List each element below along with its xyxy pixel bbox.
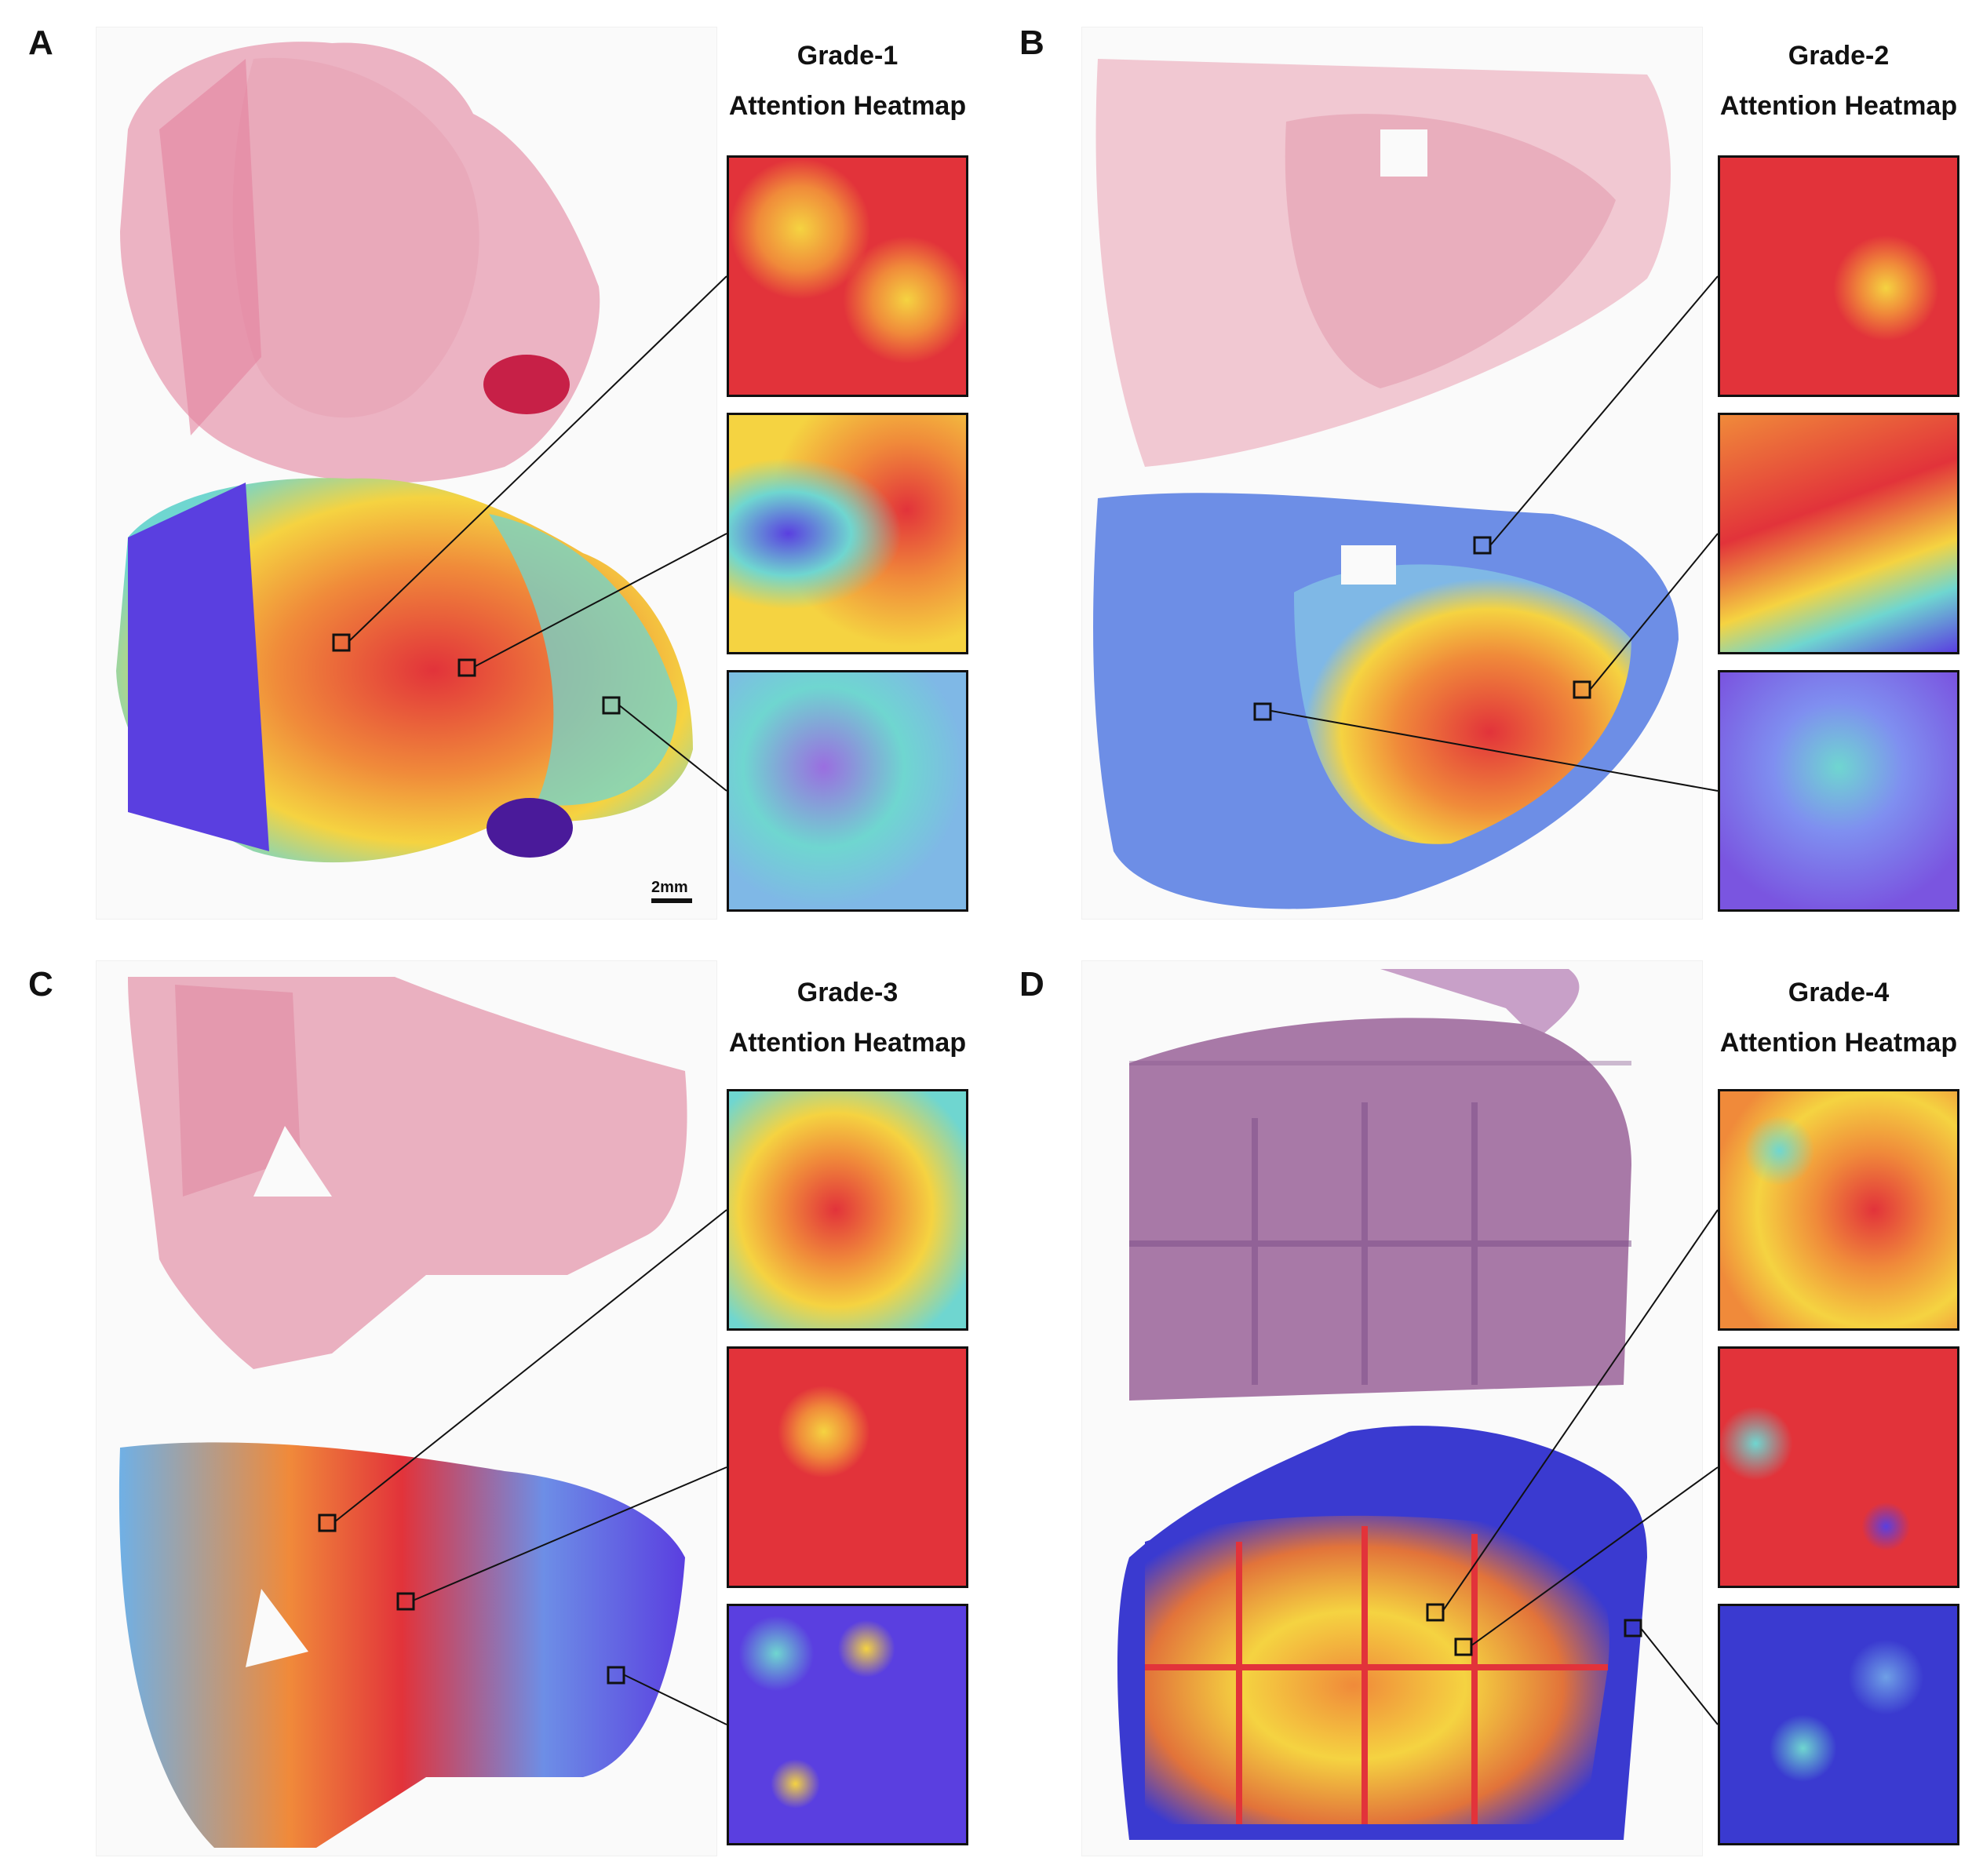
heatmap-title-a: Attention Heatmap	[728, 91, 967, 121]
heatmap-title-b: Attention Heatmap	[1719, 91, 1958, 121]
wsi-slide-a	[96, 27, 717, 920]
inset-c-2	[727, 1346, 968, 1588]
inset-d-2	[1718, 1346, 1959, 1588]
wsi-slide-c	[96, 960, 717, 1856]
inset-c-3	[727, 1604, 968, 1845]
inset-d-3	[1718, 1604, 1959, 1845]
inset-d-1	[1718, 1089, 1959, 1331]
inset-a-1	[727, 155, 968, 397]
inset-b-1	[1718, 155, 1959, 397]
wsi-image-a	[116, 42, 693, 863]
panel-letter-b: B	[1019, 24, 1044, 62]
panel-letter-c: C	[28, 965, 53, 1004]
wsi-slide-b	[1081, 27, 1703, 920]
grade-title-a: Grade-1	[796, 41, 899, 71]
inset-a-3	[727, 670, 968, 912]
panel-b: B Grade-2 Attention Heatmap	[991, 0, 1983, 934]
wsi-image-b	[1093, 59, 1679, 909]
scale-bar-label: 2mm	[651, 879, 688, 896]
panel-letter-d: D	[1019, 965, 1044, 1004]
inset-c-1	[727, 1089, 968, 1331]
panel-a: A 2mm Grade-1 Attent	[0, 0, 991, 934]
grade-title-d: Grade-4	[1788, 978, 1890, 1007]
inset-a-2	[727, 413, 968, 654]
wsi-slide-d	[1081, 960, 1703, 1856]
grade-title-b: Grade-2	[1788, 41, 1890, 71]
heatmap-title-c: Attention Heatmap	[728, 1028, 967, 1058]
heatmap-title-d: Attention Heatmap	[1719, 1028, 1958, 1058]
wsi-image-c	[118, 977, 687, 1848]
panel-d: D Grade-4 Attention Heatmap	[991, 934, 1983, 1876]
grade-title-c: Grade-3	[796, 978, 899, 1007]
inset-b-3	[1718, 670, 1959, 912]
wsi-image-d	[1117, 969, 1647, 1840]
inset-b-2	[1718, 413, 1959, 654]
panel-c: C Grade-3 Attention Heatmap	[0, 934, 991, 1876]
scale-bar: 2mm	[651, 879, 692, 903]
panel-letter-a: A	[28, 24, 53, 62]
scale-bar-line	[651, 898, 692, 903]
